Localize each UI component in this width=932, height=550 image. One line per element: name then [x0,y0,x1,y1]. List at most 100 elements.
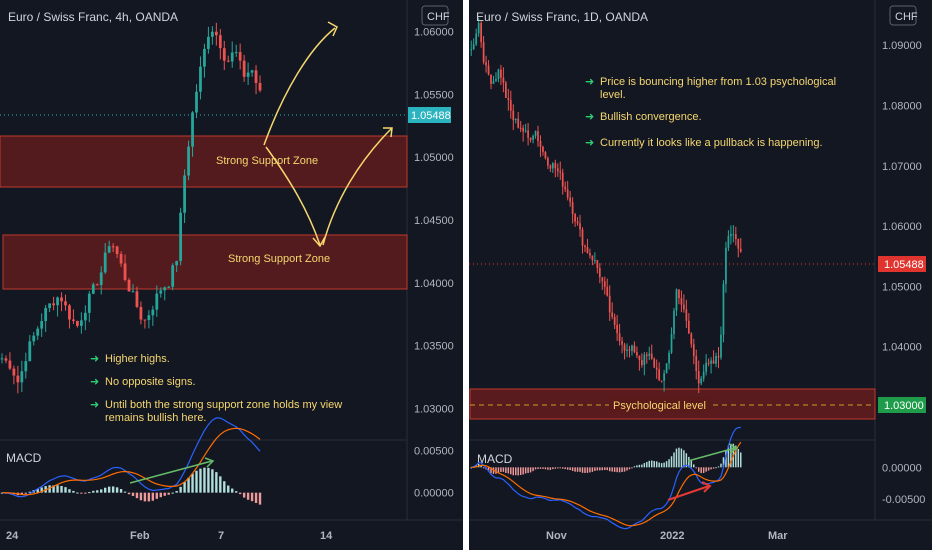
macd-histogram-bar [199,468,202,493]
macd-histogram-bar [534,467,537,470]
macd-histogram-bar [88,492,91,494]
left-chart-panel[interactable]: Strong Support Zone Strong Support Zone … [0,0,463,550]
right-zone-label: Psychological level [613,400,706,412]
macd-histogram-bar [695,467,697,469]
macd-histogram-bar [552,467,554,470]
macd-histogram-bar [52,485,55,493]
right-chart-panel[interactable]: Psychological level ➜ Price is bouncing … [469,0,932,542]
candle-body [712,360,715,364]
right-candles-group [470,17,742,394]
convergence-arrow-head-icon [728,443,739,454]
macd-histogram-bar [544,467,547,470]
macd-histogram-bar [722,457,725,468]
macd-histogram-bar [151,492,155,501]
right-price-badge-text: 1.05488 [884,259,924,271]
candle-body [598,268,601,278]
candle-body [487,65,490,75]
macd-histogram-bar [512,467,515,476]
candle-body [707,362,710,364]
projection-arrow-up-head-icon [327,21,338,37]
macd-histogram-bar [613,467,616,472]
macd-histogram-bar [705,467,707,472]
candle-body [559,171,562,173]
candle-body [636,352,638,356]
candle-body [151,309,155,316]
right-note-1: Price is bouncing higher from 1.03 psych… [600,76,836,88]
left-macd-pane [0,417,262,505]
macd-histogram-bar [258,492,262,505]
candle-body [581,229,584,246]
right-y-axis[interactable]: 1.09000 1.08000 1.07000 1.06000 1.05000 1.040… [882,40,922,414]
macd-histogram-bar [660,463,663,468]
right-currency-button[interactable] [889,5,917,26]
macd-histogram-bar [591,467,594,472]
projection-arrow-rebound [322,127,393,246]
macd-histogram-bar [84,492,87,494]
candle-body [653,358,656,368]
candle-body [534,131,537,136]
candle-body [665,363,668,374]
macd-histogram-bar [163,492,166,496]
candle-body [163,287,167,291]
macd-histogram-bar [482,467,485,469]
macd-histogram-bar [606,467,608,471]
candle-body [739,248,742,252]
y-tick-label: 1.07000 [882,161,922,173]
left-y-axis[interactable]: 1.06000 1.05500 1.05000 1.04500 1.04000 1.035… [414,26,454,415]
candle-body [99,272,103,286]
y-tick-label: 1.05000 [882,281,922,293]
candle-body [64,301,67,306]
macd-histogram-bar [502,467,505,472]
macd-histogram-bar [685,453,688,468]
macd-histogram-bar [131,492,135,496]
macd-histogram-bar [207,467,210,493]
candle-body [76,320,79,326]
right-price-badge [878,256,926,272]
y-tick-label: 1.06000 [882,221,922,233]
left-note-4: remains bullish here. [105,412,207,424]
candle-body [675,289,678,311]
macd-histogram-bar [40,487,43,493]
candle-body [668,352,670,364]
candle-body [730,234,732,237]
candle-body [56,297,59,306]
right-note-2: level. [600,89,626,101]
left-macd-axis: 0.00500 0.00000 [414,445,454,499]
candle-body [502,77,505,83]
macd-histogram-bar [557,467,559,469]
candle-body [139,306,143,320]
left-price-badge-text: 1.05488 [411,110,451,122]
candle-body [226,60,230,62]
macd-histogram-bar [702,467,705,473]
macd-histogram-bar [641,464,643,468]
candle-body [603,281,606,287]
macd-histogram-bar [92,490,95,493]
left-currency-button[interactable] [421,5,449,26]
candle-body [680,298,683,305]
left-notes: ➜ Higher highs. ➜ No opposite signs. ➜ U… [90,352,342,424]
macd-histogram-bar [497,467,500,473]
right-time-axis[interactable]: Nov 2022 Mar [546,530,788,542]
macd-histogram-bar [628,467,631,470]
macd-histogram-bar [549,467,552,470]
candle-body [167,286,171,288]
candle-body [561,172,564,187]
macd-histogram-bar [127,492,131,495]
macd-histogram-bar [80,492,83,494]
macd-tick-label: 0.00500 [414,445,454,457]
candle-body [135,291,139,307]
candle-body [214,31,218,36]
candle-body [648,353,651,356]
left-time-axis[interactable]: 24 Feb 7 14 [6,530,333,542]
momentum-arrow-head-icon [701,481,712,493]
candle-body [551,163,554,169]
candle-body [697,371,700,384]
candle-body [504,82,507,98]
left-projection-arrows [263,21,393,248]
candle-body [537,131,539,142]
y-tick-label: 1.08000 [882,100,922,112]
projection-arrow-down [265,146,321,246]
macd-histogram-bar [183,482,186,493]
candle-body [670,333,673,353]
